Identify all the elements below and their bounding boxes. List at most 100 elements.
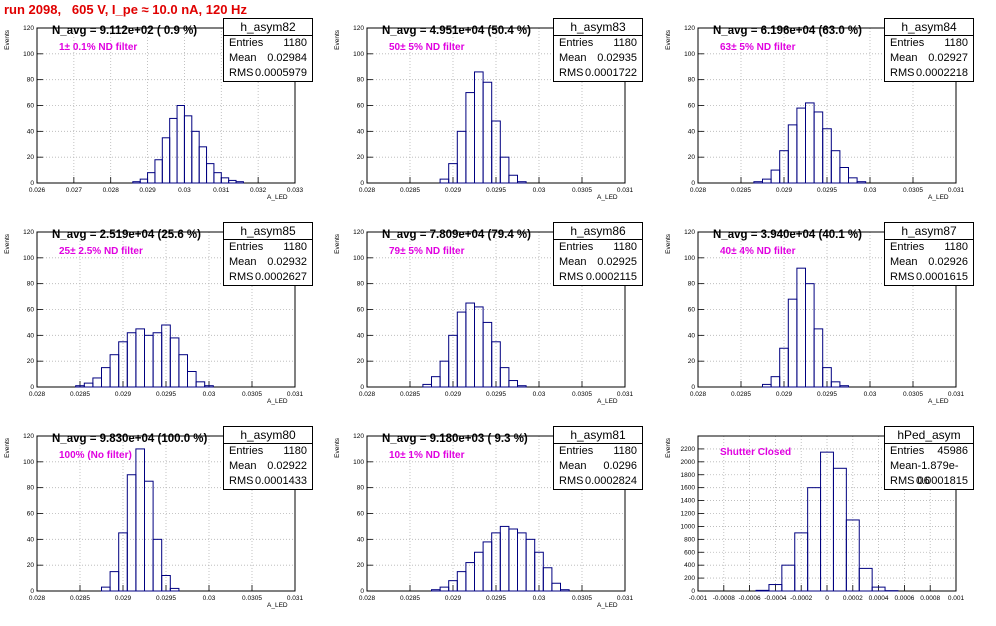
stats-label-rms: RMS — [559, 270, 583, 285]
x-tick-label: 0.0295 — [817, 187, 837, 194]
stats-label-entries: Entries — [229, 444, 263, 459]
y-tick-label: 80 — [357, 77, 365, 84]
filter-label: 1± 0.1% ND filter — [59, 42, 137, 53]
y-tick-label: 1400 — [681, 498, 696, 505]
y-tick-label: 60 — [357, 307, 365, 314]
x-tick-label: 0.0002 — [843, 595, 863, 602]
histogram-bin — [483, 322, 492, 387]
filter-label: 63± 5% ND filter — [720, 42, 796, 53]
y-tick-label: 1800 — [681, 472, 696, 479]
stats-value-mean: 0.0296 — [603, 459, 637, 474]
x-tick-label: 0.03 — [178, 187, 191, 194]
histogram-bin — [859, 568, 872, 591]
y-tick-label: 120 — [23, 229, 34, 236]
y-tick-label: 20 — [688, 358, 696, 365]
histogram-bin — [814, 112, 823, 183]
x-tick-label: -0.0002 — [790, 595, 812, 602]
filter-label: 10± 1% ND filter — [389, 450, 465, 461]
x-tick-label: 0.0305 — [242, 595, 262, 602]
x-tick-label: 0.0305 — [572, 595, 592, 602]
y-tick-label: 0 — [30, 180, 34, 187]
histogram-bin — [552, 583, 561, 591]
stats-value-rms: 0.0005979 — [255, 66, 307, 81]
stats-value-entries: 1180 — [613, 240, 637, 255]
stats-box-title: h_asym83 — [554, 19, 642, 36]
histogram-bin — [561, 590, 570, 591]
y-tick-label: 20 — [688, 154, 696, 161]
x-tick-label: 0.032 — [250, 187, 267, 194]
x-tick-label: 0.0305 — [572, 391, 592, 398]
histogram-bin — [229, 180, 236, 183]
y-tick-label: 100 — [23, 51, 34, 58]
x-tick-label: 0.031 — [287, 595, 304, 602]
stats-value-mean: 0.02932 — [267, 255, 307, 270]
y-tick-label: 60 — [688, 307, 696, 314]
x-tick-label: 0.0295 — [156, 391, 176, 398]
histogram-bin — [754, 182, 763, 183]
x-tick-label: 0.03 — [864, 187, 877, 194]
stats-value-rms: 0.0001615 — [916, 270, 968, 285]
x-tick-label: 0.0305 — [903, 391, 923, 398]
x-axis-label: A_LED — [928, 398, 949, 405]
stats-value-rms: 0.0001722 — [585, 66, 637, 81]
filter-label: Shutter Closed — [720, 447, 791, 458]
stats-row-mean: Mean 0.02932 — [224, 255, 312, 270]
stats-label-mean: Mean — [229, 255, 257, 270]
histogram-bin — [102, 587, 111, 591]
y-tick-label: 100 — [684, 255, 695, 262]
y-tick-label: 0 — [691, 384, 695, 391]
x-tick-label: 0.031 — [287, 391, 304, 398]
y-tick-label: 100 — [353, 51, 364, 58]
histogram-bin — [797, 268, 806, 387]
histogram-bin — [806, 103, 815, 183]
stats-value-entries: 1180 — [613, 444, 637, 459]
histogram-bin — [475, 307, 484, 387]
stats-label-rms: RMS — [559, 474, 583, 489]
x-tick-label: 0.0285 — [70, 391, 90, 398]
x-tick-label: 0.0295 — [486, 391, 506, 398]
y-tick-label: 80 — [27, 281, 35, 288]
stats-value-mean: 0.02925 — [597, 255, 637, 270]
stats-label-mean: Mean — [559, 459, 587, 474]
y-tick-label: 40 — [357, 536, 365, 543]
filter-label: 79± 5% ND filter — [389, 246, 465, 257]
histogram-bin — [788, 299, 797, 387]
y-tick-label: 20 — [357, 154, 365, 161]
histogram-bin — [466, 563, 475, 591]
x-tick-label: 0.033 — [287, 187, 304, 194]
y-tick-label: 600 — [684, 549, 695, 556]
stats-label-rms: RMS — [229, 474, 253, 489]
x-tick-label: 0.03 — [533, 187, 546, 194]
histogram-bin — [500, 157, 509, 183]
stats-box-title: hPed_asym — [885, 427, 973, 444]
y-tick-label: 0 — [360, 384, 364, 391]
y-tick-label: 40 — [688, 128, 696, 135]
stats-value-rms: 0.0002824 — [585, 474, 637, 489]
y-tick-label: 120 — [684, 25, 695, 32]
x-tick-label: 0.029 — [115, 391, 132, 398]
stats-value-entries: 1180 — [283, 36, 307, 51]
histogram-bin — [196, 382, 205, 387]
y-tick-label: 80 — [357, 281, 365, 288]
histogram-bin — [797, 108, 806, 183]
y-tick-label: 1600 — [681, 485, 696, 492]
y-tick-label: 120 — [23, 25, 34, 32]
x-tick-label: 0.0295 — [817, 391, 837, 398]
histogram-bin — [110, 355, 119, 387]
histogram-bin — [500, 526, 509, 591]
stats-value-mean: 0.02984 — [267, 51, 307, 66]
stats-box-title: h_asym86 — [554, 223, 642, 240]
histogram-bin — [84, 383, 93, 387]
histogram-bin — [457, 312, 466, 387]
stats-box-title: h_asym87 — [885, 223, 973, 240]
x-tick-label: 0.0285 — [731, 391, 751, 398]
y-tick-label: 60 — [357, 511, 365, 518]
y-tick-label: 100 — [23, 255, 34, 262]
x-tick-label: 0.029 — [445, 391, 462, 398]
